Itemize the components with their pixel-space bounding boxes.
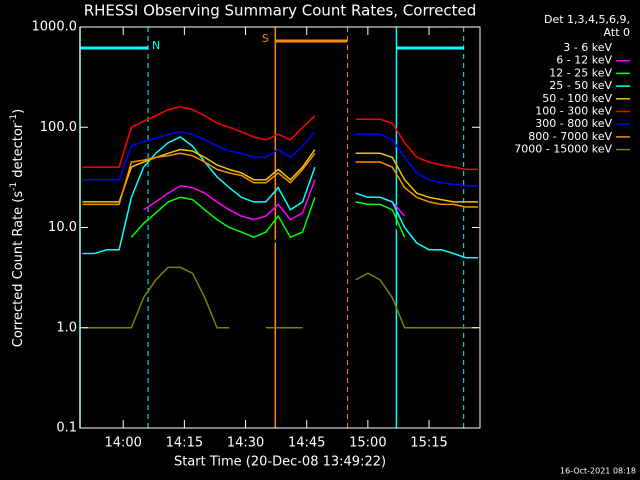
chart-title: RHESSI Observing Summary Count Rates, Co… [84,2,477,20]
legend-label: 12 - 25 keV [549,66,612,79]
y-tick-label: 1000.0 [32,20,78,35]
legend-label: 100 - 300 keV [535,105,612,118]
series-line [142,209,406,259]
y-label-part: ) [11,109,26,114]
x-tick-label: 14:45 [288,436,325,451]
y-tick-label: 1.0 [56,320,77,335]
y-label-part: Corrected Count Rate (s [11,191,26,348]
legend-label: 7000 - 15000 keV [514,143,612,156]
x-tick-label: 14:30 [227,436,264,451]
flag-label: S [262,32,269,45]
series-line [82,152,478,208]
x-tick-label: 14:00 [104,436,141,451]
legend-label: 6 - 12 keV [556,54,612,67]
legend-header: Det 1,3,4,5,6,9, [544,13,630,26]
series-line [82,106,478,171]
y-label-sup: -1 [9,182,19,191]
x-tick-label: 14:15 [166,436,203,451]
x-axis-label: Start Time (20-Dec-08 13:49:22) [174,455,386,470]
legend-label: 50 - 100 keV [542,92,612,105]
legend-label: 25 - 50 keV [549,79,612,92]
series-line [143,179,406,221]
y-label-sup: -1 [9,114,19,123]
flag-label: N [152,39,160,52]
y-tick-label: 10.0 [48,220,77,235]
legend-header: Att 0 [604,26,630,39]
x-tick-label: 15:00 [349,436,386,451]
footer: 16-Oct-2021 08:18 [560,467,636,476]
y-label-part: detector [11,122,26,182]
y-tick-label: 0.1 [56,421,77,436]
legend-label: 3 - 6 keV [563,41,612,54]
y-axis-label: Corrected Count Rate (s-1 detector-1) [9,109,26,347]
series-line [130,196,406,239]
legend-label: 800 - 7000 keV [528,130,612,143]
y-tick-label: 100.0 [40,120,77,135]
legend-label: 300 - 800 keV [535,117,612,130]
x-tick-label: 15:15 [410,436,447,451]
series-line [82,266,478,329]
series-line [82,131,478,187]
